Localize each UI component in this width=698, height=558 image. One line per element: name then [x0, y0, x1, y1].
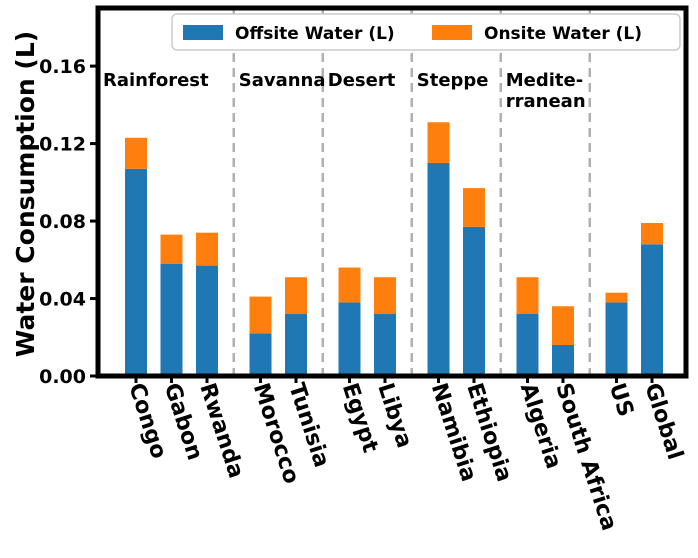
bar-offsite-south-africa — [552, 345, 574, 376]
bar-onsite-south-africa — [552, 306, 574, 346]
x-tick-label: Rwanda — [194, 380, 248, 481]
legend-label: Onsite Water (L) — [484, 24, 642, 44]
legend-box — [171, 13, 681, 51]
y-tick-label: 0.08 — [39, 211, 86, 233]
bar-offsite-global — [641, 244, 663, 376]
y-tick-label: 0.00 — [39, 366, 86, 388]
bar-offsite-tunisia — [285, 314, 307, 376]
legend: Offsite Water (L) Onsite Water (L) — [171, 13, 681, 51]
bar-offsite-morocco — [249, 333, 272, 376]
y-tick-label: 0.12 — [39, 134, 86, 156]
bar-onsite-tunisia — [285, 277, 307, 315]
bar-onsite-libya — [374, 277, 396, 315]
bar-offsite-gabon — [160, 263, 183, 376]
y-axis-title: Water Consumption (L) — [11, 31, 40, 357]
group-label: Savanna — [239, 70, 326, 91]
legend-swatch — [183, 25, 223, 40]
group-label: Steppe — [417, 70, 489, 91]
group-label: Rainforest — [103, 70, 209, 91]
bar-offsite-us — [605, 302, 628, 376]
bar-offsite-rwanda — [196, 265, 218, 376]
bar-offsite-namibia — [427, 162, 450, 376]
bar-offsite-egypt — [338, 302, 361, 376]
axes-frame — [95, 5, 689, 379]
bar-onsite-global — [641, 222, 663, 245]
bar-onsite-morocco — [249, 296, 272, 334]
bar-onsite-gabon — [160, 234, 183, 264]
x-tick-label: US — [604, 380, 638, 420]
bar-offsite-congo — [125, 168, 147, 376]
y-tick-label: 0.16 — [39, 56, 86, 78]
bar-onsite-namibia — [427, 122, 450, 163]
bar-onsite-us — [605, 292, 628, 303]
legend-swatch — [432, 25, 472, 40]
bar-onsite-ethiopia — [463, 188, 485, 227]
bar-offsite-libya — [374, 314, 396, 376]
plot-area: Rainforest Savanna Desert Steppe Medite-rran… — [39, 5, 689, 534]
y-tick-label: 0.04 — [39, 289, 86, 311]
bar-offsite-algeria — [516, 314, 539, 376]
group-label: Desert — [328, 70, 396, 91]
x-tick-label: Global — [639, 380, 687, 463]
legend-label: Offsite Water (L) — [235, 24, 395, 44]
bar-offsite-ethiopia — [463, 226, 485, 376]
group-label: Medite-rranean — [506, 70, 586, 112]
bar-onsite-congo — [125, 137, 147, 169]
bar-onsite-algeria — [516, 277, 539, 315]
bar-onsite-rwanda — [196, 232, 218, 266]
bar-onsite-egypt — [338, 267, 361, 303]
